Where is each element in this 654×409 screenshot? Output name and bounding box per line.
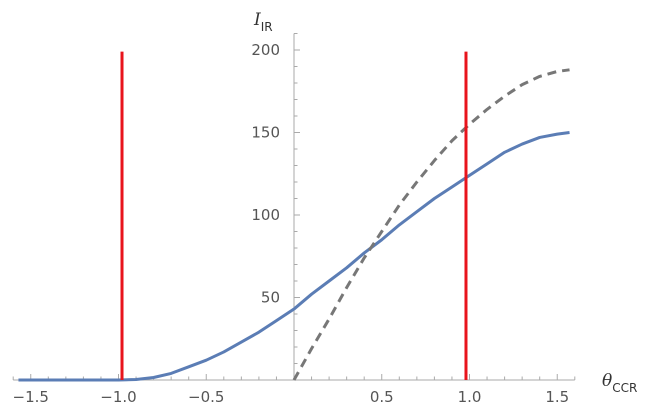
vertical-lines (120, 51, 468, 380)
x-tick-label: 1.5 (545, 388, 569, 406)
x-tick-label: −1.0 (100, 388, 136, 406)
y-axis-label: IIR (253, 10, 273, 34)
axes (12, 33, 576, 381)
y-tick-label: 100 (251, 206, 280, 224)
y-tick-label: 150 (251, 124, 280, 142)
x-tick-label: −1.5 (13, 388, 49, 406)
x-tick-label: 0.5 (370, 388, 394, 406)
dashed-curve (292, 68, 570, 381)
series-layer (18, 68, 570, 382)
y-tick-label: 50 (261, 289, 280, 307)
x-tick-label: 1.0 (458, 388, 482, 406)
labels: −1.5 −1.0 −0.5 0.5 1.0 1.5 50 100 150 200 (13, 41, 570, 406)
x-axis-label: θCCR (602, 371, 637, 395)
y-tick-label: 200 (251, 41, 280, 59)
solid-curve (18, 131, 570, 382)
x-tick-label: −0.5 (188, 388, 224, 406)
